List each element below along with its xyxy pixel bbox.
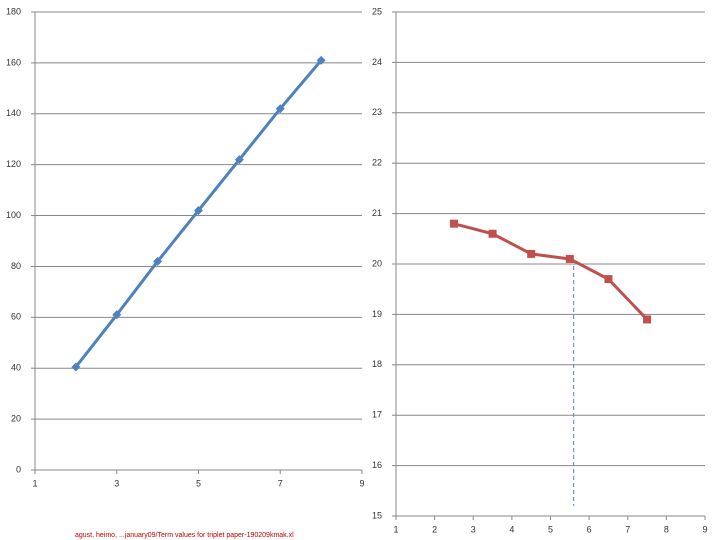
y-tick-label: 80: [11, 261, 21, 271]
y-tick-label: 16: [372, 460, 382, 470]
x-tick-label: 7: [278, 478, 283, 488]
marker: [643, 315, 652, 324]
x-tick-label: 9: [702, 524, 707, 534]
y-tick-label: 160: [6, 57, 21, 67]
marker: [234, 155, 244, 165]
y-tick-label: 20: [11, 413, 21, 423]
y-tick-label: 23: [372, 107, 382, 117]
x-tick-label: 5: [548, 524, 553, 534]
y-tick-label: 0: [16, 464, 21, 474]
x-tick-label: 4: [509, 524, 514, 534]
marker: [153, 256, 163, 266]
y-tick-label: 15: [372, 510, 382, 520]
x-tick-label: 8: [664, 524, 669, 534]
marker: [488, 229, 497, 238]
x-tick-label: 5: [196, 478, 201, 488]
y-tick-label: 120: [6, 159, 21, 169]
y-tick-label: 24: [372, 57, 382, 67]
footnote: agust, heimo, ...january09/Term values f…: [75, 532, 294, 539]
marker: [604, 275, 613, 284]
y-tick-label: 140: [6, 108, 21, 118]
y-tick-label: 60: [11, 312, 21, 322]
marker: [527, 249, 536, 258]
y-tick-label: 17: [372, 410, 382, 420]
y-tick-label: 22: [372, 158, 382, 168]
y-tick-label: 40: [11, 363, 21, 373]
y-tick-label: 20: [372, 258, 382, 268]
marker: [71, 362, 81, 372]
x-tick-label: 3: [114, 478, 119, 488]
y-tick-label: 19: [372, 309, 382, 319]
x-tick-label: 1: [393, 524, 398, 534]
y-tick-label: 180: [6, 6, 21, 16]
marker: [194, 205, 203, 215]
marker: [275, 104, 285, 114]
x-tick-label: 7: [625, 524, 630, 534]
y-tick-label: 25: [372, 6, 382, 16]
y-tick-label: 100: [6, 210, 21, 220]
marker: [316, 55, 326, 65]
x-tick-label: 9: [359, 478, 364, 488]
x-tick-label: 6: [587, 524, 592, 534]
marker: [565, 254, 574, 263]
series-line: [453, 222, 649, 321]
x-tick-label: 3: [471, 524, 476, 534]
y-tick-label: 21: [372, 208, 382, 218]
x-tick-label: 1: [32, 478, 37, 488]
x-tick-label: 2: [432, 524, 437, 534]
marker: [112, 310, 122, 320]
marker: [449, 219, 458, 228]
y-tick-label: 18: [372, 359, 382, 369]
